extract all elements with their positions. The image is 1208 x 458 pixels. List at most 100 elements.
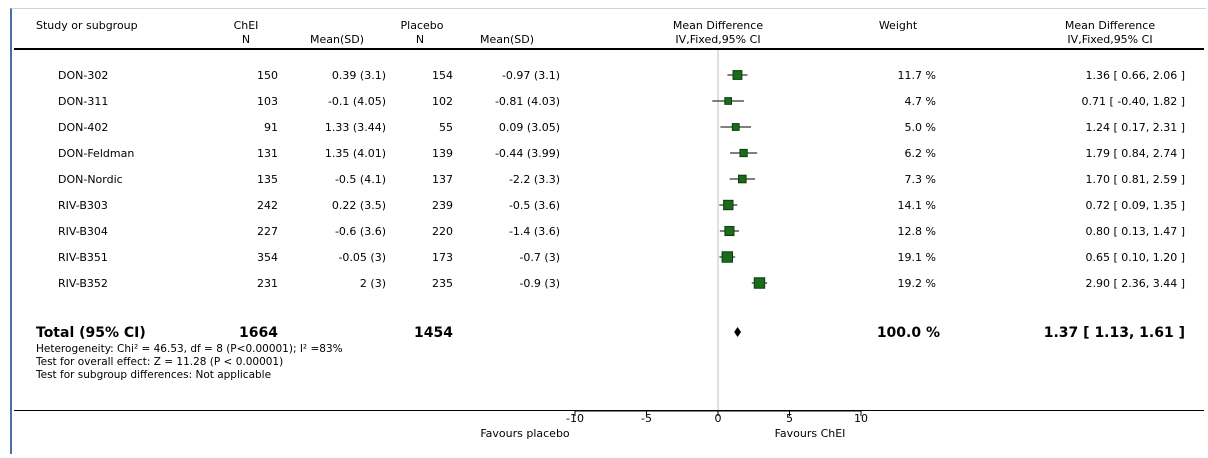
study-name: DON-Nordic bbox=[58, 173, 123, 186]
study-weight: 19.2 % bbox=[897, 277, 936, 290]
effect-square bbox=[731, 123, 740, 131]
x-tick-label: 0 bbox=[715, 412, 722, 425]
study-ci-text: 0.71 [ -0.40, 1.82 ] bbox=[1081, 95, 1185, 108]
x-tick-label: 10 bbox=[854, 412, 868, 425]
group2-name-header: Placebo bbox=[400, 19, 444, 32]
group2-mean-sd: -0.81 (4.03) bbox=[494, 95, 560, 108]
weight-col-header: Weight bbox=[878, 19, 918, 32]
total-weight: 100.0 % bbox=[876, 325, 940, 341]
group2-n: 137 bbox=[432, 173, 453, 186]
group1-n: 150 bbox=[257, 69, 278, 82]
total-label: Total (95% CI) bbox=[36, 325, 146, 341]
study-name: DON-Feldman bbox=[58, 147, 135, 160]
group2-n: 154 bbox=[432, 69, 453, 82]
group1-n: 135 bbox=[257, 173, 278, 186]
group1-n: 242 bbox=[257, 199, 278, 212]
study-weight: 4.7 % bbox=[904, 95, 936, 108]
pooled-diamond bbox=[734, 327, 742, 337]
group1-mean-sd: -0.5 (4.1) bbox=[334, 173, 386, 186]
study-name: RIV-B304 bbox=[58, 225, 108, 238]
x-tick-label: -10 bbox=[566, 412, 584, 425]
group2-mean-sd: -0.9 (3) bbox=[519, 277, 560, 290]
study-name: DON-402 bbox=[58, 121, 109, 134]
study-name: DON-311 bbox=[58, 95, 109, 108]
study-weight: 11.7 % bbox=[897, 69, 936, 82]
study-ci-text: 0.65 [ 0.10, 1.20 ] bbox=[1085, 251, 1185, 264]
study-name: DON-302 bbox=[58, 69, 109, 82]
group1-mean-sd: 0.22 (3.5) bbox=[331, 199, 386, 212]
overall-effect-note: Test for overall effect: Z = 11.28 (P < … bbox=[36, 356, 284, 368]
x-tick-label: 5 bbox=[786, 412, 793, 425]
group2-mean-sd: 0.09 (3.05) bbox=[498, 121, 560, 134]
group2-mean-sd: -0.44 (3.99) bbox=[494, 147, 560, 160]
subgroup-note: Test for subgroup differences: Not appli… bbox=[36, 369, 272, 381]
total-group1-n: 1664 bbox=[239, 325, 278, 341]
study-weight: 19.1 % bbox=[897, 251, 936, 264]
effect-square bbox=[732, 70, 743, 80]
group1-mean-sd: 2 (3) bbox=[359, 277, 386, 290]
effect-square bbox=[739, 148, 748, 158]
favours-right-label: Favours ChEI bbox=[774, 427, 846, 440]
group2-mean-sd: -0.5 (3.6) bbox=[508, 199, 560, 212]
group1-n: 227 bbox=[257, 225, 278, 238]
x-tick-label: -5 bbox=[641, 412, 652, 425]
forest-plot-frame bbox=[10, 8, 1206, 454]
study-ci-text: 0.72 [ 0.09, 1.35 ] bbox=[1085, 199, 1185, 212]
group1-mean-header: Mean(SD) bbox=[310, 33, 365, 46]
effect-square bbox=[753, 277, 766, 289]
study-ci-text: 1.79 [ 0.84, 2.74 ] bbox=[1085, 147, 1185, 160]
group1-n: 91 bbox=[264, 121, 278, 134]
group2-n: 139 bbox=[432, 147, 453, 160]
group2-n: 220 bbox=[432, 225, 453, 238]
plot-method-header: IV,Fixed,95% CI bbox=[675, 33, 761, 46]
favours-left-label: Favours placebo bbox=[480, 427, 570, 440]
group2-n: 235 bbox=[432, 277, 453, 290]
study-name: RIV-B303 bbox=[58, 199, 108, 212]
group1-mean-sd: -0.05 (3) bbox=[338, 251, 386, 264]
study-col-header: Study or subgroup bbox=[36, 19, 138, 32]
heterogeneity-note: Heterogeneity: Chi² = 46.53, df = 8 (P<0… bbox=[36, 343, 343, 355]
study-name: RIV-B352 bbox=[58, 277, 108, 290]
group1-n: 354 bbox=[257, 251, 278, 264]
total-ci-text: 1.37 [ 1.13, 1.61 ] bbox=[1043, 325, 1185, 341]
study-weight: 6.2 % bbox=[904, 147, 936, 160]
header-divider bbox=[14, 48, 1204, 50]
total-group2-n: 1454 bbox=[414, 325, 453, 341]
group2-mean-header: Mean(SD) bbox=[480, 33, 535, 46]
study-weight: 7.3 % bbox=[904, 173, 936, 186]
group2-n: 102 bbox=[432, 95, 453, 108]
group2-mean-sd: -1.4 (3.6) bbox=[508, 225, 560, 238]
group2-mean-sd: -0.97 (3.1) bbox=[501, 69, 560, 82]
study-weight: 12.8 % bbox=[897, 225, 936, 238]
study-ci-text: 1.24 [ 0.17, 2.31 ] bbox=[1085, 121, 1185, 134]
effect-square bbox=[721, 251, 734, 263]
group1-mean-sd: -0.1 (4.05) bbox=[327, 95, 386, 108]
md-title-header: Mean Difference bbox=[1064, 19, 1156, 32]
group1-n: 131 bbox=[257, 147, 278, 160]
group2-n: 55 bbox=[439, 121, 453, 134]
study-name: RIV-B351 bbox=[58, 251, 108, 264]
study-ci-text: 0.80 [ 0.13, 1.47 ] bbox=[1085, 225, 1185, 238]
group1-mean-sd: 1.33 (3.44) bbox=[324, 121, 386, 134]
study-weight: 5.0 % bbox=[904, 121, 936, 134]
plot-title-header: Mean Difference bbox=[672, 19, 764, 32]
study-ci-text: 1.36 [ 0.66, 2.06 ] bbox=[1085, 69, 1185, 82]
study-ci-text: 2.90 [ 2.36, 3.44 ] bbox=[1085, 277, 1185, 290]
group2-n: 173 bbox=[432, 251, 453, 264]
effect-square bbox=[723, 199, 734, 211]
group1-mean-sd: 0.39 (3.1) bbox=[331, 69, 386, 82]
group2-mean-sd: -2.2 (3.3) bbox=[508, 173, 560, 186]
study-weight: 14.1 % bbox=[897, 199, 936, 212]
group1-n: 103 bbox=[257, 95, 278, 108]
effect-square bbox=[738, 174, 747, 184]
md-method-header: IV,Fixed,95% CI bbox=[1067, 33, 1153, 46]
effect-square bbox=[724, 225, 735, 237]
group1-mean-sd: 1.35 (4.01) bbox=[324, 147, 386, 160]
study-ci-text: 1.70 [ 0.81, 2.59 ] bbox=[1085, 173, 1185, 186]
group1-n: 231 bbox=[257, 277, 278, 290]
effect-square bbox=[724, 97, 732, 105]
group1-n-header: N bbox=[241, 33, 251, 46]
group2-mean-sd: -0.7 (3) bbox=[519, 251, 560, 264]
group1-mean-sd: -0.6 (3.6) bbox=[334, 225, 386, 238]
